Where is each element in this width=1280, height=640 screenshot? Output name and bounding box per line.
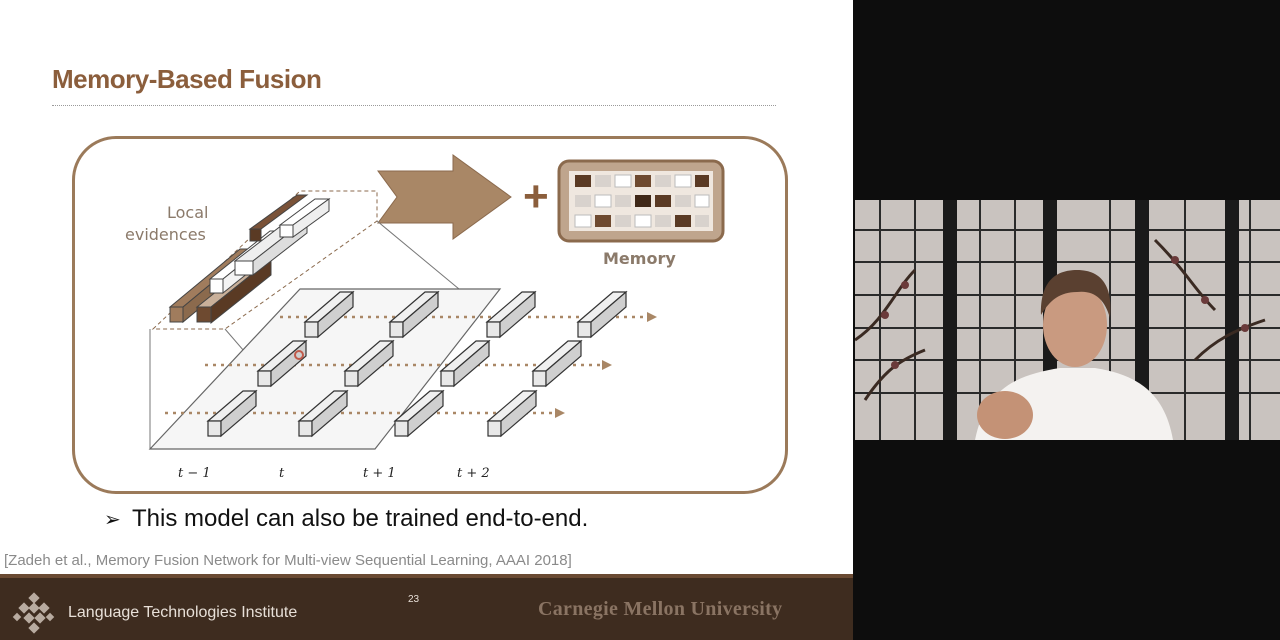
bullet-point: ➢ This model can also be trained end-to-e… bbox=[104, 505, 588, 533]
time-label-t-minus-1: t − 1 bbox=[178, 466, 211, 481]
lti-logo-icon bbox=[12, 592, 55, 634]
plus-sign: + bbox=[523, 172, 549, 221]
arrowheads bbox=[555, 312, 657, 418]
local-evidence-bars bbox=[168, 194, 331, 325]
memory-fusion-diagram: + bbox=[125, 154, 725, 481]
time-label-t-plus-1: t + 1 bbox=[363, 466, 396, 481]
memory-block-icon bbox=[557, 159, 725, 243]
figure-panel: + bbox=[72, 136, 788, 494]
university-name: Carnegie Mellon University bbox=[538, 598, 783, 620]
flow-arrow-icon bbox=[377, 154, 512, 240]
time-label-t-plus-2: t + 2 bbox=[457, 466, 490, 481]
bullet-arrow-icon: ➢ bbox=[104, 509, 121, 531]
cursor-dot-icon bbox=[294, 350, 304, 360]
video-frame bbox=[855, 200, 1280, 440]
title-divider bbox=[52, 105, 776, 106]
slide-footer: Language Technologies Institute 23 Carne… bbox=[0, 574, 853, 640]
citation: [Zadeh et al., Memory Fusion Network for… bbox=[4, 552, 572, 569]
slide: Memory-Based Fusion + bbox=[0, 0, 853, 640]
speaker-video-feed bbox=[855, 200, 1280, 440]
local-evidences-label-line2: evidences bbox=[125, 225, 206, 244]
slide-title: Memory-Based Fusion bbox=[52, 64, 322, 94]
page-number: 23 bbox=[408, 594, 420, 605]
memory-label: Memory bbox=[603, 249, 676, 268]
time-label-t: t bbox=[279, 466, 285, 481]
bullet-text: This model can also be trained end-to-en… bbox=[132, 505, 589, 532]
local-evidences-label-line1: Local bbox=[167, 203, 208, 222]
institute-name: Language Technologies Institute bbox=[68, 604, 298, 621]
